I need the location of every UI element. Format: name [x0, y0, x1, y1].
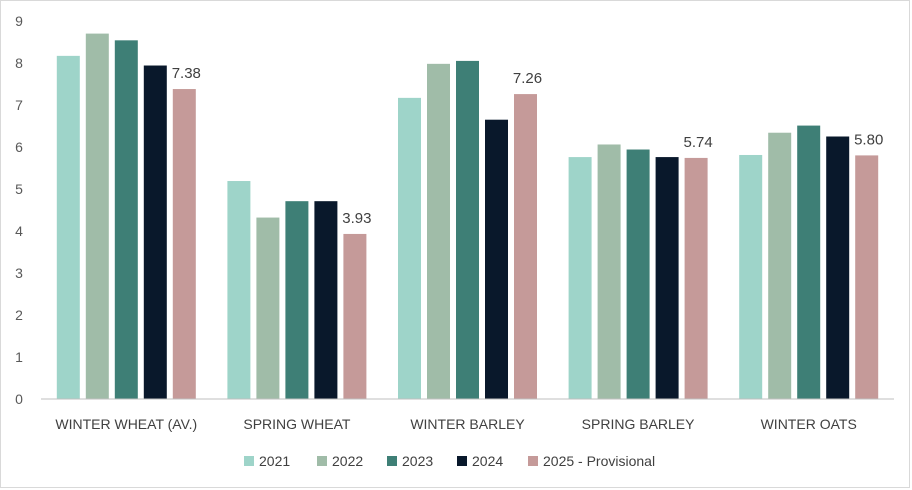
data-label-winter-oats: 5.80: [854, 131, 883, 148]
bar-winter-wheat-av-2022: [85, 33, 109, 399]
bar-winter-barley-2025-provisional: [514, 94, 537, 399]
y-tick-label: 7: [15, 97, 23, 113]
legend-label-2021: 2021: [259, 453, 290, 469]
y-tick-label: 0: [15, 391, 23, 407]
legend: 2021 2022 2023 2024 2025 - Provisional: [244, 453, 655, 469]
legend-swatch-2023: [387, 456, 397, 466]
legend-swatch-2022: [317, 456, 327, 466]
bar-winter-barley-2024: [485, 119, 508, 399]
category-label-winter-oats: WINTER OATS: [761, 416, 857, 432]
bar-winter-oats-2022: [768, 132, 792, 399]
category-label-winter-barley: WINTER BARLEY: [410, 416, 525, 432]
data-label-winter-wheat-av: 7.38: [172, 65, 201, 82]
data-labels: 7.38 3.93 7.26 5.74 5.80: [172, 65, 884, 227]
bar-spring-barley-2025-provisional: [684, 157, 708, 399]
legend-swatch-2024: [457, 456, 467, 466]
bar-winter-wheat-av-2025-provisional: [172, 89, 196, 399]
legend-swatch-2021: [244, 456, 254, 466]
bar-spring-wheat-2024: [314, 201, 338, 399]
bar-spring-wheat-2025-provisional: [343, 233, 367, 399]
category-labels: WINTER WHEAT (AV.) SPRING WHEAT WINTER BAR…: [55, 416, 856, 432]
bar-winter-wheat-av-2023: [114, 40, 138, 399]
bar-spring-wheat-2023: [285, 201, 309, 399]
bar-winter-wheat-av-2021: [56, 55, 80, 400]
bar-spring-barley-2021: [568, 157, 592, 399]
category-label-spring-barley: SPRING BARLEY: [582, 416, 695, 432]
data-label-spring-barley: 5.74: [683, 134, 712, 151]
bar-spring-wheat-2022: [256, 217, 280, 399]
bar-winter-oats-2023: [797, 125, 821, 399]
y-tick-label: 2: [15, 307, 23, 323]
y-tick-label: 1: [15, 349, 23, 365]
legend-label-2025-provisional: 2025 - Provisional: [543, 453, 655, 469]
y-tick-label: 5: [15, 181, 23, 197]
data-label-winter-barley: 7.26: [513, 70, 542, 87]
bar-winter-oats-2024: [826, 136, 850, 399]
legend-label-2022: 2022: [332, 453, 363, 469]
bar-winter-oats-2025-provisional: [855, 155, 879, 399]
bar-spring-barley-2022: [597, 144, 621, 399]
data-label-spring-wheat: 3.93: [342, 210, 371, 227]
y-tick-label: 8: [15, 55, 23, 71]
y-tick-label: 6: [15, 139, 23, 155]
bar-winter-barley-2021: [398, 97, 421, 400]
category-label-spring-wheat: SPRING WHEAT: [243, 416, 351, 432]
bar-spring-wheat-2021: [227, 181, 251, 399]
category-label-winter-wheat-av: WINTER WHEAT (AV.): [55, 416, 197, 432]
bar-winter-barley-2023: [456, 60, 479, 400]
bar-winter-oats-2021: [739, 154, 763, 399]
legend-label-2024: 2024: [472, 453, 503, 469]
y-axis-ticks: 0 1 2 3 4 5 6 7 8 9: [15, 13, 23, 407]
legend-swatch-2025-provisional: [528, 456, 538, 466]
bar-winter-barley-2022: [427, 63, 450, 400]
bar-spring-barley-2023: [626, 149, 650, 399]
y-tick-label: 3: [15, 265, 23, 281]
bar-spring-barley-2024: [655, 157, 679, 399]
legend-label-2023: 2023: [402, 453, 433, 469]
y-tick-label: 4: [15, 223, 23, 239]
bar-winter-wheat-av-2024: [143, 65, 167, 400]
y-tick-label: 9: [15, 13, 23, 29]
bars: [56, 33, 879, 400]
